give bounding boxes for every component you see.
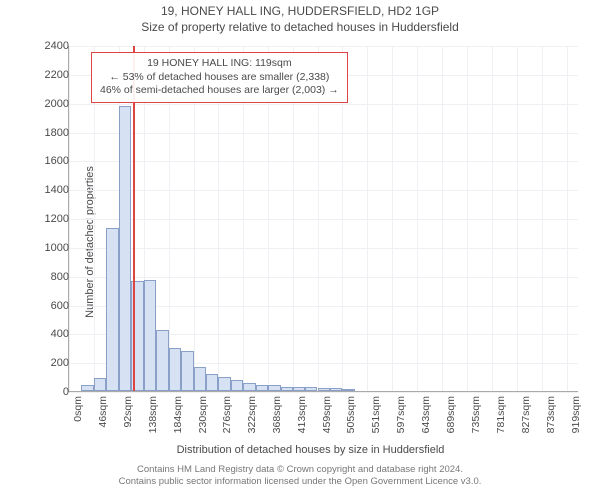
x-tick: 46sqm [97, 396, 109, 428]
histogram-bar [81, 385, 93, 391]
footer-line1: Contains HM Land Registry data © Crown c… [0, 464, 600, 476]
histogram-bar [231, 380, 243, 391]
x-tick: 781sqm [495, 396, 507, 433]
histogram-bar [243, 383, 255, 391]
x-tick: 735sqm [470, 396, 482, 433]
y-tick: 800 [39, 271, 69, 283]
y-tick: 1600 [39, 155, 69, 167]
footer-line2: Contains public sector information licen… [0, 476, 600, 488]
x-tick: 322sqm [246, 396, 258, 433]
y-tick: 1200 [39, 213, 69, 225]
annotation-line1: 19 HONEY HALL ING: 119sqm [100, 57, 339, 71]
x-tick: 184sqm [172, 396, 184, 433]
x-tick: 597sqm [395, 396, 407, 433]
histogram-bar [268, 385, 280, 391]
x-tick: 505sqm [345, 396, 357, 433]
x-tick: 230sqm [197, 396, 209, 433]
histogram-bar [156, 330, 168, 391]
y-tick: 400 [39, 328, 69, 340]
x-tick: 92sqm [122, 396, 134, 428]
chart-container: Number of detached properties 19 HONEY H… [38, 46, 583, 438]
x-tick: 643sqm [420, 396, 432, 433]
chart-subtitle: Size of property relative to detached ho… [0, 20, 600, 34]
y-tick: 2400 [39, 40, 69, 52]
annotation-line3: 46% of semi-detached houses are larger (… [100, 84, 339, 98]
x-tick: 919sqm [570, 396, 582, 433]
y-tick: 0 [39, 386, 69, 398]
histogram-bar [293, 387, 305, 391]
x-tick: 138sqm [147, 396, 159, 433]
y-tick: 1000 [39, 242, 69, 254]
x-tick: 0sqm [72, 396, 84, 422]
x-tick: 873sqm [545, 396, 557, 433]
histogram-bar [181, 351, 193, 391]
histogram-bar [218, 377, 230, 391]
annotation-line2: ← 53% of detached houses are smaller (2,… [100, 71, 339, 85]
annotation-box: 19 HONEY HALL ING: 119sqm← 53% of detach… [91, 52, 348, 103]
y-tick: 2000 [39, 98, 69, 110]
histogram-bar [305, 387, 317, 391]
histogram-bar [330, 388, 342, 391]
histogram-bar [206, 374, 218, 391]
histogram-bar [106, 228, 118, 391]
x-tick: 368sqm [271, 396, 283, 433]
histogram-bar [342, 389, 354, 391]
x-axis-label: Distribution of detached houses by size … [38, 444, 583, 456]
histogram-bar [144, 280, 156, 391]
plot-area: 19 HONEY HALL ING: 119sqm← 53% of detach… [68, 46, 578, 392]
histogram-bar [194, 367, 206, 392]
histogram-bar [119, 106, 131, 391]
histogram-bar [318, 388, 330, 391]
x-tick: 827sqm [520, 396, 532, 433]
histogram-bar [281, 387, 293, 391]
x-tick: 459sqm [321, 396, 333, 433]
x-tick: 276sqm [221, 396, 233, 433]
histogram-bar [169, 348, 181, 391]
y-tick: 600 [39, 300, 69, 312]
page-title: 19, HONEY HALL ING, HUDDERSFIELD, HD2 1G… [0, 4, 600, 18]
histogram-bar [94, 378, 106, 391]
y-tick: 1400 [39, 184, 69, 196]
footer: Contains HM Land Registry data © Crown c… [0, 464, 600, 489]
y-tick: 200 [39, 357, 69, 369]
x-tick: 689sqm [445, 396, 457, 433]
histogram-bar [256, 385, 268, 391]
y-tick: 1800 [39, 127, 69, 139]
y-tick: 2200 [39, 69, 69, 81]
x-tick: 413sqm [296, 396, 308, 433]
x-tick: 551sqm [370, 396, 382, 433]
